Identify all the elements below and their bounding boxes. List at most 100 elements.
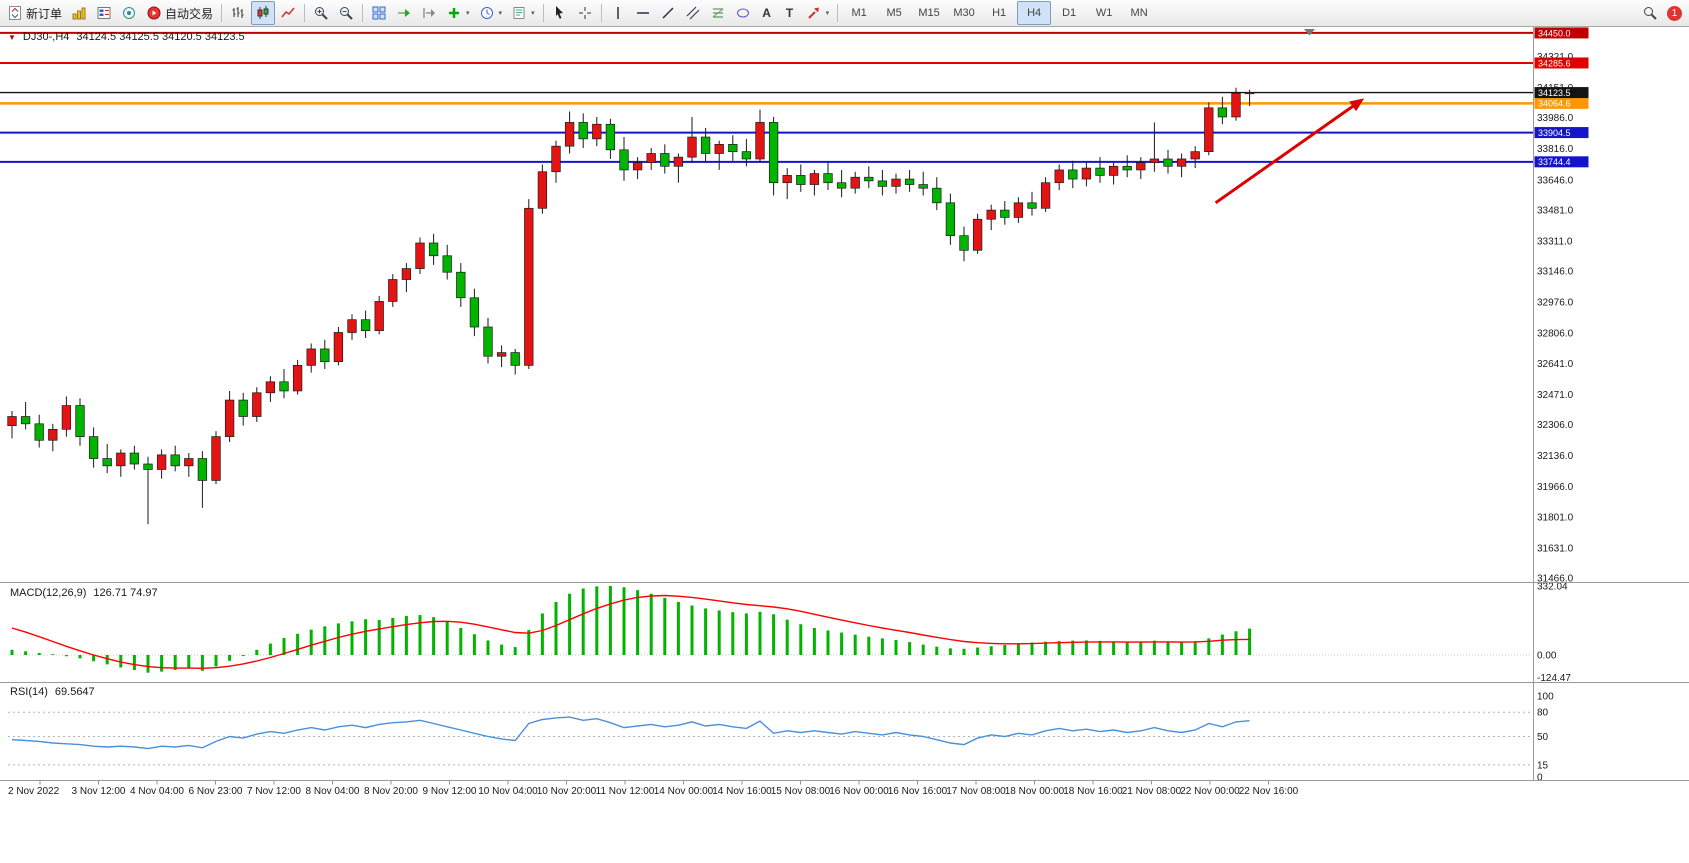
rsi-scale-label: 0	[1537, 773, 1543, 784]
time-axis-label: 6 Nov 23:00	[189, 786, 243, 797]
candle-body	[537, 171, 548, 209]
search-button[interactable]	[1638, 1, 1662, 25]
fibonacci-icon	[710, 5, 726, 21]
tile-windows-button[interactable]	[367, 1, 391, 25]
timeframe-button-mn[interactable]: MN	[1130, 7, 1148, 19]
candle-body	[673, 156, 684, 167]
candle-body	[333, 332, 344, 363]
candle-body	[442, 255, 452, 273]
cursor-button[interactable]	[548, 1, 572, 25]
candle-body	[1163, 158, 1173, 167]
chart-background[interactable]	[0, 27, 1689, 863]
candle-body	[1013, 202, 1024, 218]
candle-body	[728, 144, 738, 153]
line-chart-button[interactable]	[276, 1, 300, 25]
candle-body	[660, 153, 670, 167]
candle-body	[741, 151, 752, 160]
periods-button[interactable]: ▾	[475, 1, 507, 25]
timeframe-button-h1[interactable]: H1	[992, 7, 1007, 19]
candle-body	[1204, 107, 1214, 153]
candle-body	[1068, 169, 1078, 180]
time-axis-label: 8 Nov 04:00	[306, 786, 360, 797]
price-tick-label: 31966.0	[1537, 482, 1574, 493]
chart-shift-button[interactable]	[417, 1, 441, 25]
new-order-button[interactable]: 新订单	[3, 1, 66, 25]
time-axis-label: 8 Nov 20:00	[364, 786, 418, 797]
candlestick-chart-button[interactable]	[251, 1, 276, 25]
timeframe-button-m15[interactable]: M15	[918, 7, 940, 19]
dropdown-arrow-icon: ▾	[498, 10, 503, 17]
market-watch-button[interactable]	[92, 1, 116, 25]
price-badge	[1534, 87, 1589, 99]
candle-body	[1231, 92, 1241, 118]
arrows-button[interactable]: ▾	[802, 1, 834, 25]
candle-body	[782, 175, 792, 184]
templates-icon	[511, 5, 527, 21]
notification-badge[interactable]: 1	[1667, 5, 1682, 21]
time-axis-label: 22 Nov 00:00	[1180, 786, 1240, 797]
fibonacci-button[interactable]	[706, 1, 730, 25]
horizontal-line-button[interactable]	[631, 1, 655, 25]
timeframe-button-d1[interactable]: D1	[1062, 7, 1077, 19]
toolbar-separator	[221, 4, 223, 22]
trendline-button[interactable]	[656, 1, 680, 25]
candle-body	[578, 122, 588, 140]
price-badge-label: 34064.6	[1538, 99, 1571, 109]
data-window-button[interactable]	[117, 1, 141, 25]
toolbar-separator	[600, 4, 602, 22]
candle-body	[469, 297, 480, 328]
zoom-in-button[interactable]	[309, 1, 333, 25]
price-tick-label: 32471.0	[1537, 390, 1574, 401]
chart-canvas[interactable]: 34321.034151.033986.033816.033646.033481…	[0, 27, 1689, 863]
crosshair-button[interactable]	[573, 1, 597, 25]
horizontal-line-icon	[635, 5, 651, 21]
candle-body	[252, 392, 262, 417]
charts-button[interactable]	[67, 1, 91, 25]
macd-indicator-label: MACD(12,26,9) 126.71 74.97	[10, 587, 158, 599]
timeframe-button-w1[interactable]: W1	[1095, 7, 1113, 19]
auto-scroll-button[interactable]	[392, 1, 416, 25]
candle-body	[1108, 165, 1119, 176]
timeframe-button-m5[interactable]: M5	[886, 7, 902, 19]
vertical-line-icon	[610, 5, 626, 21]
bar-chart-button[interactable]	[226, 1, 250, 25]
bar-chart-icon	[230, 5, 246, 21]
trend-arrow-line[interactable]	[1214, 101, 1360, 205]
candle-body	[34, 423, 44, 441]
candle-body	[687, 136, 697, 158]
timeframe-button-m1[interactable]: M1	[851, 7, 867, 19]
toolbar-separator	[362, 4, 364, 22]
channel-button[interactable]	[681, 1, 705, 25]
timeframe-group: M1 M5 M15 M30 H1 H4 D1 W1 MN	[842, 1, 1156, 25]
vertical-line-button[interactable]	[606, 1, 630, 25]
price-tick-label: 32136.0	[1537, 451, 1574, 462]
macd-scale-label: 332.04	[1537, 581, 1568, 592]
templates-button[interactable]: ▾	[507, 1, 539, 25]
price-badge-label: 33904.5	[1538, 128, 1571, 138]
symbol-ohlc-values: 34124.5 34125.5 34120.5 34123.5	[76, 31, 245, 43]
indicators-button[interactable]: ▾	[442, 1, 474, 25]
price-tick-label: 33986.0	[1537, 113, 1574, 124]
time-axis-label: 10 Nov 04:00	[478, 786, 538, 797]
candle-body	[496, 352, 507, 357]
label-button[interactable]: T	[779, 1, 801, 25]
rsi-value: 69.5647	[54, 686, 95, 698]
timeframe-button-h4[interactable]: H4	[1017, 1, 1052, 25]
time-axis-label: 14 Nov 16:00	[712, 786, 772, 797]
candle-body	[1122, 165, 1132, 171]
candle-body	[619, 149, 629, 171]
shapes-button[interactable]	[731, 1, 755, 25]
main-toolbar: 新订单 自动交易	[0, 0, 1689, 27]
zoom-out-button[interactable]	[334, 1, 358, 25]
timeframe-button-m30[interactable]: M30	[953, 7, 975, 19]
text-button[interactable]: A	[756, 1, 778, 25]
chart-shift-marker[interactable]	[1304, 29, 1315, 36]
candle-body	[959, 235, 969, 251]
autotrade-button[interactable]: 自动交易	[142, 1, 217, 25]
price-tick-label: 31801.0	[1537, 512, 1574, 523]
candle-body	[75, 405, 85, 437]
tile-windows-icon	[371, 5, 387, 21]
chart-symbol-label: ▼ DJ30-,H4 34124.5 34125.5 34120.5 34123…	[8, 31, 245, 43]
line-chart-icon	[280, 5, 296, 21]
data-window-icon	[121, 5, 137, 21]
